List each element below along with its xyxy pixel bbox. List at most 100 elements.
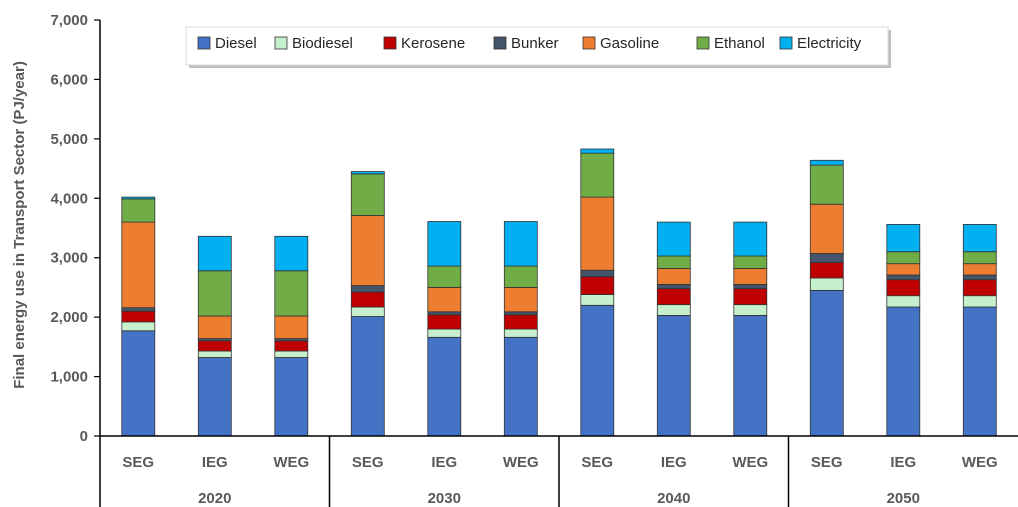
legend-swatch-biodiesel	[274, 36, 288, 50]
bar-segment-ethanol-11	[962, 251, 997, 265]
bar-segment-biodiesel-1	[197, 350, 232, 358]
bar-segment-kerosene-9	[809, 262, 844, 279]
bar-segment-biodiesel-0	[121, 321, 156, 332]
bar-segment-gasoline-5	[503, 286, 538, 313]
bar-segment-ethanol-7	[656, 255, 691, 269]
y-axis-label: Final energy use in Transport Sector (PJ…	[11, 61, 28, 389]
x-tick-label: IEG	[431, 454, 457, 471]
legend-label-diesel: Diesel	[215, 35, 257, 52]
x-tick-label: WEG	[732, 454, 768, 471]
bar-segment-gasoline-0	[121, 221, 156, 309]
bar-segment-diesel-5	[503, 336, 538, 437]
y-tick-label: 5,000	[50, 131, 88, 148]
bar-segment-ethanol-0	[121, 198, 156, 223]
bar-segment-gasoline-2	[274, 315, 309, 340]
bar-segment-ethanol-5	[503, 265, 538, 288]
bar-segment-gasoline-1	[197, 315, 232, 340]
bar-segment-electricity-11	[962, 223, 997, 253]
bar-segment-kerosene-0	[121, 310, 156, 323]
group-label: 2040	[657, 490, 690, 507]
bar-segment-gasoline-6	[580, 196, 615, 271]
bar-segment-gasoline-7	[656, 267, 691, 285]
bar-segment-ethanol-9	[809, 164, 844, 205]
bar-segment-electricity-7	[656, 221, 691, 257]
bar-segment-bunker-0	[121, 307, 156, 312]
y-tick-label: 6,000	[50, 71, 88, 88]
bar-segment-gasoline-10	[886, 263, 921, 276]
bar-segment-ethanol-6	[580, 152, 615, 198]
bar-segment-biodiesel-7	[656, 304, 691, 316]
bar-segment-ethanol-3	[350, 173, 385, 216]
bar-segment-biodiesel-4	[427, 328, 462, 338]
bar-segment-biodiesel-11	[962, 295, 997, 308]
y-tick-label: 3,000	[50, 250, 88, 267]
legend-label-kerosene: Kerosene	[401, 35, 465, 52]
legend-label-bunker: Bunker	[511, 35, 559, 52]
y-tick-label: 7,000	[50, 12, 88, 29]
legend-label-biodiesel: Biodiesel	[292, 35, 353, 52]
x-tick-label: IEG	[202, 454, 228, 471]
axes-layer: 0 1,000 2,000 3,000 4,000 5,000 6,000 7,000 SEG I…	[50, 12, 1018, 507]
bar-segment-electricity-6	[580, 148, 615, 154]
bar-segment-diesel-0	[121, 330, 156, 437]
x-tick-label: IEG	[661, 454, 687, 471]
bar-segment-biodiesel-3	[350, 306, 385, 317]
legend-swatch-electricity	[779, 36, 793, 50]
bar-segment-biodiesel-2	[274, 350, 309, 358]
legend-swatch-bunker	[493, 36, 507, 50]
bar-segment-kerosene-2	[274, 340, 309, 352]
x-tick-label: WEG	[962, 454, 998, 471]
y-tick-label: 2,000	[50, 309, 88, 326]
bar-segment-diesel-11	[962, 306, 997, 437]
bar-segment-gasoline-11	[962, 263, 997, 276]
bar-segment-biodiesel-6	[580, 294, 615, 306]
bar-segment-ethanol-1	[197, 270, 232, 317]
x-tick-label: SEG	[352, 454, 384, 471]
x-tick-label: WEG	[273, 454, 309, 471]
legend-label-gasoline: Gasoline	[600, 35, 659, 52]
x-tick-label: IEG	[890, 454, 916, 471]
bar-segment-biodiesel-9	[809, 277, 844, 291]
bar-segment-bunker-10	[886, 274, 921, 281]
bar-segment-electricity-3	[350, 171, 385, 175]
group-label: 2050	[887, 490, 920, 507]
bar-segment-diesel-6	[580, 304, 615, 437]
legend-swatch-ethanol	[696, 36, 710, 50]
bar-segment-kerosene-5	[503, 314, 538, 330]
legend-swatch-kerosene	[383, 36, 397, 50]
bar-segment-bunker-5	[503, 311, 538, 316]
group-label: 2030	[428, 490, 461, 507]
bar-segment-ethanol-2	[274, 270, 309, 317]
bar-segment-biodiesel-5	[503, 328, 538, 338]
bar-segment-diesel-1	[197, 357, 232, 437]
bar-segment-kerosene-4	[427, 314, 462, 330]
bar-segment-diesel-10	[886, 306, 921, 437]
legend: Diesel Biodiesel Kerosene Bunker Gasoline Eth…	[185, 26, 891, 68]
legend-label-electricity: Electricity	[797, 35, 862, 52]
bar-segment-ethanol-8	[733, 255, 768, 269]
bar-segment-biodiesel-8	[733, 304, 768, 316]
bar-segment-bunker-9	[809, 253, 844, 263]
bar-segment-bunker-8	[733, 284, 768, 290]
x-tick-label: WEG	[503, 454, 539, 471]
bar-segment-electricity-1	[197, 235, 232, 272]
bar-segment-diesel-9	[809, 289, 844, 437]
bar-segment-kerosene-6	[580, 276, 615, 295]
bar-segment-gasoline-8	[733, 267, 768, 285]
bar-segment-gasoline-4	[427, 286, 462, 313]
bar-segment-kerosene-3	[350, 291, 385, 308]
x-tick-label: SEG	[122, 454, 154, 471]
bar-segment-kerosene-7	[656, 288, 691, 306]
bar-segment-bunker-4	[427, 311, 462, 316]
bar-segment-diesel-7	[656, 314, 691, 437]
x-tick-label: SEG	[581, 454, 613, 471]
bar-segment-bunker-3	[350, 285, 385, 293]
bar-segment-diesel-2	[274, 357, 309, 437]
bar-segment-gasoline-9	[809, 203, 844, 254]
legend-swatch-gasoline	[582, 36, 596, 50]
bar-segment-bunker-6	[580, 269, 615, 278]
bar-segment-diesel-8	[733, 314, 768, 437]
bar-segment-diesel-4	[427, 336, 462, 437]
bar-segment-electricity-8	[733, 221, 768, 257]
